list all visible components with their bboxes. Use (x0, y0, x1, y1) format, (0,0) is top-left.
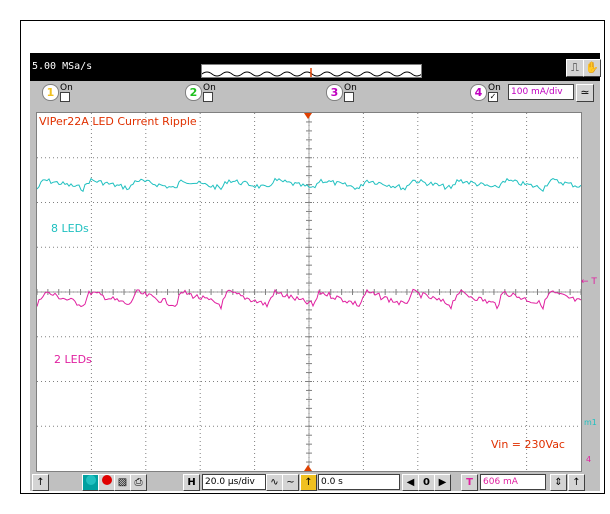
trace-2-leds (37, 288, 581, 311)
center-zero-icon[interactable]: 0 (418, 474, 435, 491)
channel-1-checkbox[interactable] (60, 92, 70, 102)
sample-rate: 5.00 MSa/s (32, 61, 93, 72)
vin-label: Vin = 230Vac (491, 438, 565, 451)
record-icon[interactable] (82, 474, 99, 491)
channel-4-ground-marker: 4 (586, 455, 592, 464)
hand-tool-icon[interactable]: ✋ (583, 59, 601, 77)
plot-title: VIPer22A LED Current Ripple (39, 115, 197, 128)
arrow-up-icon[interactable]: ↑ (32, 474, 49, 491)
trigger-level-field[interactable]: 606 mA (480, 474, 546, 490)
waveform-math-icon[interactable]: ≃ (576, 84, 594, 102)
channel-2-button[interactable]: 2 (185, 84, 202, 101)
channel-1-button[interactable]: 1 (42, 84, 59, 101)
delay-field[interactable]: 0.0 s (318, 474, 400, 490)
print-icon[interactable]: ⎙ (130, 474, 147, 491)
trace-8-leds (37, 177, 581, 193)
trigger-position-top-marker (304, 113, 312, 119)
save-icon[interactable]: ▧ (114, 474, 131, 491)
channel-3-button[interactable]: 3 (326, 84, 343, 101)
step-right-icon[interactable]: ▶ (434, 474, 451, 491)
channel-4-scale-field[interactable]: 100 mA/div (508, 84, 574, 100)
bottom-toolbar: ↑ ▧ ⎙ H 20.0 µs/div ∿ ~ ↑ 0.0 s ◀ 0 ▶ T … (30, 472, 600, 491)
channel-2-on-label: On (203, 83, 216, 93)
trigger-position-bottom-marker (304, 465, 312, 471)
pulse-icon[interactable]: ⎍ (566, 59, 584, 77)
trigger-level-marker: ← T (581, 277, 597, 287)
top-status-bar: 5.00 MSa/s ⎍ ✋ (30, 53, 601, 81)
channel-2-checkbox[interactable] (203, 92, 213, 102)
channel-4-on-label: On (488, 83, 501, 93)
scope-graticule: VIPer22A LED Current Ripple 8 LEDs 2 LED… (36, 112, 582, 472)
trigger-t-button[interactable]: T (461, 474, 478, 491)
channel-1-on-label: On (60, 83, 73, 93)
channel-4-checkbox[interactable]: ✓ (488, 92, 498, 102)
waveform-overview[interactable] (201, 64, 422, 78)
arrow-up-right-icon[interactable]: ↑ (568, 474, 585, 491)
trace-2-leds-label: 2 LEDs (54, 353, 92, 366)
spinner-icon[interactable]: ⇕ (550, 474, 567, 491)
zoom-wave-icon[interactable]: ∿ (266, 474, 283, 491)
wave-icon[interactable]: ~ (282, 474, 299, 491)
step-left-icon[interactable]: ◀ (402, 474, 419, 491)
graticule-svg (37, 113, 581, 471)
m1-reference-marker: m1 (584, 418, 597, 427)
horizontal-h-button[interactable]: H (183, 474, 200, 491)
channel-bar: 1 On 2 On 3 On 4 On ✓ 100 mA/div ≃ (30, 81, 600, 103)
trace-8-leds-label: 8 LEDs (51, 222, 89, 235)
channel-4-button[interactable]: 4 (470, 84, 487, 101)
delay-marker-icon[interactable]: ↑ (300, 474, 317, 491)
channel-3-on-label: On (344, 83, 357, 93)
stop-icon[interactable] (98, 474, 115, 491)
timebase-field[interactable]: 20.0 µs/div (202, 474, 266, 490)
channel-3-checkbox[interactable] (344, 92, 354, 102)
